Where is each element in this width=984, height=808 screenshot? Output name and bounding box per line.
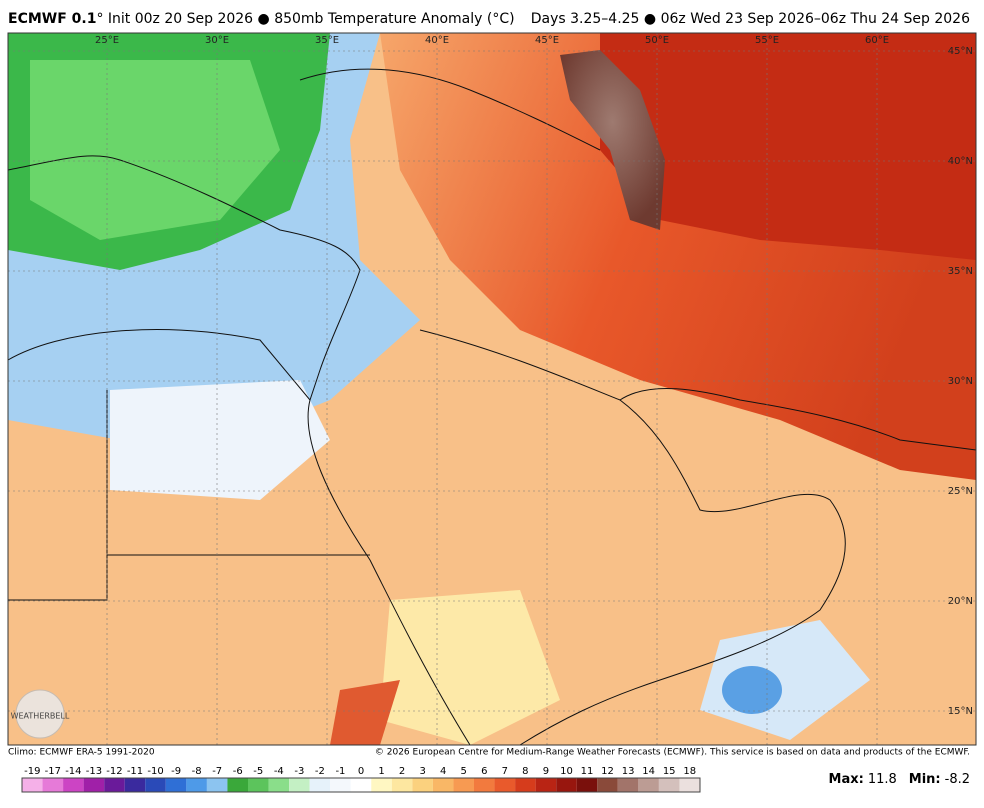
colorbar-label: -14	[65, 766, 81, 777]
header: ECMWF 0.1° Init 00z 20 Sep 2026 ● 850mb …	[8, 11, 515, 27]
lon-label: 40°E	[425, 35, 449, 46]
colorbar-swatch	[474, 778, 495, 792]
lon-label: 60°E	[865, 35, 889, 46]
copyright: © 2026 European Centre for Medium-Range …	[375, 748, 970, 758]
lat-label: 35°N	[948, 266, 973, 277]
colorbar-swatch	[658, 778, 680, 792]
min-label: Min:	[909, 772, 941, 787]
colorbar-swatch	[268, 778, 290, 792]
colorbar-label: -13	[86, 766, 102, 777]
colorbar-swatch	[83, 778, 105, 792]
colorbar-swatch	[350, 778, 372, 792]
colorbar-label: -17	[45, 766, 61, 777]
max-value: 11.8	[868, 772, 897, 787]
lon-label: 50°E	[645, 35, 669, 46]
colorbar-label: 12	[601, 766, 614, 777]
colorbar-swatch	[145, 778, 166, 792]
colorbar-label: -1	[335, 766, 345, 777]
lon-label: 45°E	[535, 35, 559, 46]
colorbar-swatch	[556, 778, 577, 792]
colorbar-swatch	[679, 778, 700, 792]
colorbar-label: -4	[274, 766, 284, 777]
lat-label: 25°N	[948, 486, 973, 497]
colorbar-label: 3	[419, 766, 425, 777]
colorbar-label: -12	[106, 766, 122, 777]
colorbar-swatch	[206, 778, 228, 792]
colorbar-label: 2	[399, 766, 405, 777]
colorbar-label: 9	[543, 766, 549, 777]
colorbar-swatch	[309, 778, 331, 792]
colorbar-frame	[21, 777, 701, 793]
colorbar-swatch	[371, 778, 392, 792]
colorbar-swatch	[165, 778, 187, 792]
colorbar-swatch	[432, 778, 454, 792]
colorbar-swatch	[391, 778, 413, 792]
colorbar-swatch	[412, 778, 433, 792]
stats: Max: 11.8 Min: -8.2	[829, 772, 970, 787]
colorbar-swatch	[330, 778, 351, 792]
colorbar-label: 0	[358, 766, 364, 777]
colorbar-swatch	[597, 778, 618, 792]
lat-label: 20°N	[948, 596, 973, 607]
colorbar-swatch	[638, 778, 659, 792]
logo: WEATHERBELL	[11, 712, 70, 721]
colorbar-swatch	[535, 778, 557, 792]
colorbar-label: -7	[212, 766, 222, 777]
map: WEATHERBELL	[7, 32, 977, 746]
colorbar-label: 15	[663, 766, 676, 777]
colorbar-label: 10	[560, 766, 573, 777]
colorbar-label: 1	[378, 766, 384, 777]
colorbar-swatch	[22, 778, 43, 792]
colorbar-swatch	[515, 778, 536, 792]
colorbar-label: 4	[440, 766, 446, 777]
colorbar-label: 13	[622, 766, 635, 777]
lat-label: 15°N	[948, 706, 973, 717]
lon-label: 30°E	[205, 35, 229, 46]
colorbar-swatch	[227, 778, 248, 792]
colorbar-label: -8	[192, 766, 202, 777]
title: ° Init 00z 20 Sep 2026 ● 850mb Temperatu…	[96, 11, 514, 27]
colorbar-swatch	[63, 778, 84, 792]
colorbar-swatch	[104, 778, 125, 792]
colorbar-label: 7	[502, 766, 508, 777]
lon-label: 55°E	[755, 35, 779, 46]
colorbar-label: 18	[683, 766, 696, 777]
colorbar-swatch	[124, 778, 146, 792]
colorbar-swatch	[42, 778, 64, 792]
max-label: Max:	[829, 772, 864, 787]
lon-label: 25°E	[95, 35, 119, 46]
colorbar-label: -19	[24, 766, 40, 777]
min-value: -8.2	[945, 772, 970, 787]
colorbar-swatch	[186, 778, 207, 792]
valid-time: Days 3.25–4.25 ● 06z Wed 23 Sep 2026–06z…	[531, 11, 970, 27]
colorbar-swatch	[617, 778, 639, 792]
lat-label: 40°N	[948, 156, 973, 167]
colorbar-label: -11	[127, 766, 143, 777]
colorbar-label: -9	[171, 766, 181, 777]
lat-label: 45°N	[948, 46, 973, 57]
colorbar-label: 5	[461, 766, 467, 777]
colorbar-swatch	[248, 778, 269, 792]
colorbar-swatch	[494, 778, 516, 792]
colorbar-label: 14	[642, 766, 655, 777]
colorbar-label: 11	[581, 766, 594, 777]
colorbar-label: -10	[147, 766, 163, 777]
colorbar-swatch	[289, 778, 310, 792]
climo-note: Climo: ECMWF ERA-5 1991-2020	[8, 748, 155, 758]
lon-label: 35°E	[315, 35, 339, 46]
colorbar-label: -5	[253, 766, 263, 777]
model-name: ECMWF 0.1	[8, 11, 96, 27]
colorbar-label: -6	[233, 766, 243, 777]
colorbar-label: 8	[522, 766, 528, 777]
colorbar-swatch	[453, 778, 474, 792]
colorbar-label: 6	[481, 766, 487, 777]
colorbar-label: -3	[294, 766, 304, 777]
lat-label: 30°N	[948, 376, 973, 387]
colorbar-label: -2	[315, 766, 325, 777]
colorbar-swatch	[576, 778, 598, 792]
